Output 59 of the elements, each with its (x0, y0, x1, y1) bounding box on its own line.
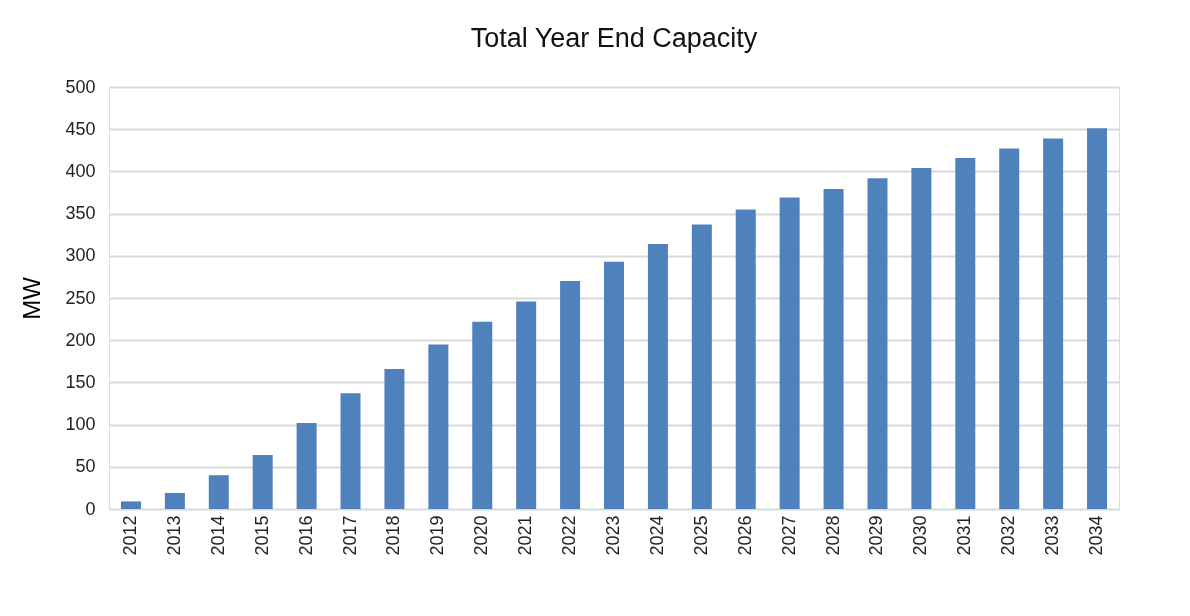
x-tick-label: 2017 (339, 515, 360, 556)
y-tick-label: 150 (65, 371, 96, 392)
y-tick-label: 350 (65, 203, 96, 224)
x-tick-label: 2026 (734, 515, 755, 556)
bar (340, 393, 361, 509)
bar (735, 209, 756, 509)
x-tick-label: 2031 (954, 515, 975, 556)
x-tick-label: 2016 (295, 515, 316, 556)
y-tick-label: 200 (65, 329, 96, 350)
chart-title: Total Year End Capacity (470, 23, 758, 53)
bar (516, 301, 537, 509)
x-tick-label: 2028 (822, 515, 843, 556)
x-tick-label: 2034 (1086, 515, 1107, 556)
x-tick-label: 2033 (1042, 515, 1063, 556)
x-tick-label: 2018 (383, 515, 404, 556)
y-tick-label: 300 (65, 245, 96, 266)
x-tick-label: 2015 (251, 515, 272, 556)
bar (472, 321, 493, 509)
bar (779, 197, 800, 509)
bar (164, 492, 185, 509)
bar (428, 344, 449, 509)
x-tick-label: 2023 (603, 515, 623, 556)
bar (120, 501, 141, 509)
bar (1087, 128, 1108, 509)
x-tick-label: 2020 (471, 515, 492, 556)
y-tick-label: 0 (85, 498, 96, 519)
bar (955, 157, 976, 509)
x-tick-label: 2032 (998, 515, 1019, 556)
bar (823, 189, 844, 509)
x-tick-label: 2021 (515, 515, 536, 556)
x-tick-label: 2027 (778, 515, 799, 556)
x-tick-label: 2022 (559, 515, 580, 556)
bar (296, 422, 317, 509)
y-axis-title: MW (18, 276, 46, 320)
y-tick-label: 50 (75, 456, 96, 477)
bar (384, 368, 405, 509)
y-tick-label: 100 (65, 414, 96, 435)
y-tick-label: 400 (65, 160, 96, 181)
bar (867, 178, 888, 509)
bar (691, 224, 712, 509)
y-tick-label: 500 (65, 76, 96, 97)
x-tick-label: 2029 (866, 515, 887, 556)
bar (1043, 138, 1064, 509)
x-tick-label: 2013 (163, 515, 184, 556)
x-tick-label: 2019 (427, 515, 448, 556)
bar (252, 454, 273, 509)
bar (560, 281, 581, 509)
y-tick-label: 450 (65, 118, 96, 139)
bar (911, 168, 932, 509)
bar (647, 243, 668, 509)
x-tick-label: 2025 (690, 515, 711, 556)
x-tick-label: 2012 (119, 515, 140, 556)
y-tick-label: 250 (65, 287, 96, 308)
x-tick-label: 2030 (910, 515, 931, 556)
x-tick-label: 2024 (646, 515, 667, 556)
bar (604, 261, 624, 509)
bar (999, 148, 1020, 509)
bar (208, 475, 229, 509)
x-tick-label: 2014 (207, 515, 228, 556)
